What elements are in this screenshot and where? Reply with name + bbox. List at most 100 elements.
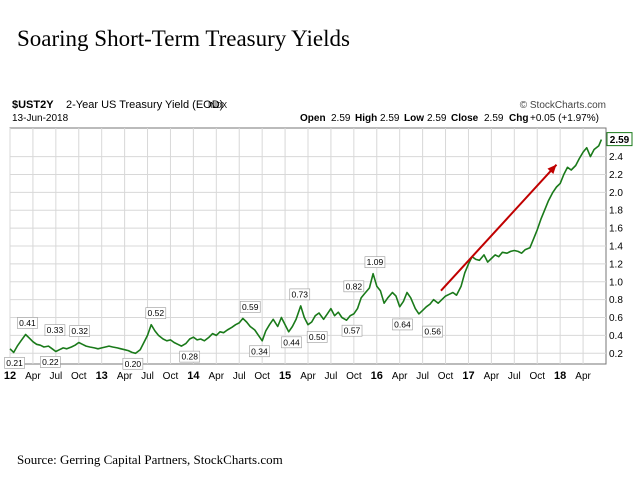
x-tick-label: Oct: [346, 371, 362, 382]
annotation-box: [44, 324, 66, 336]
trend-arrow: [440, 163, 558, 292]
ohlc-open-value: 2.59: [331, 113, 351, 124]
ohlc-readout: Open 2.59 High 2.59 Low 2.59 Close 2.59 …: [300, 113, 599, 124]
annotation-label: 0.50: [309, 332, 326, 342]
x-tick-label: 18: [554, 370, 566, 382]
y-tick-label: 0.8: [609, 295, 623, 306]
chart-symbol: $UST2Y: [12, 99, 54, 111]
annotation-label: 0.34: [251, 346, 268, 356]
x-tick-label: Apr: [25, 371, 41, 382]
chart-index-tag: INDX: [208, 101, 228, 110]
chart-date: 13-Jun-2018: [12, 113, 69, 124]
annotation-box: [40, 356, 61, 368]
y-tick-label: 1.6: [609, 224, 623, 235]
annotation-box: [422, 325, 444, 338]
ohlc-open-label: Open: [300, 113, 326, 124]
annotation-box: [306, 331, 328, 343]
annotation-label: 0.56: [424, 327, 441, 337]
x-tick-label: Jul: [233, 371, 246, 382]
annotation-box: [364, 256, 386, 269]
x-tick-label: Apr: [575, 371, 591, 382]
annotation-label: 0.32: [71, 326, 88, 336]
x-tick-label: Oct: [163, 371, 179, 382]
annotation-box: [343, 280, 365, 293]
y-tick-label: 2.4: [609, 152, 623, 163]
y-tick-label: 0.2: [609, 349, 623, 360]
last-value-tag: 2.59: [606, 132, 633, 147]
ohlc-close-value: 2.59: [484, 113, 504, 124]
annotation-label: 0.73: [291, 289, 308, 299]
x-tick-label: Apr: [117, 371, 133, 382]
x-axis: 12 Apr Jul Oct 13 Apr Jul Oct 14 Apr Jul Oct 15 Apr Ju…: [4, 370, 592, 382]
annotation-box: [179, 350, 201, 363]
trend-arrow-shaft: [440, 163, 558, 292]
x-tick-label: Apr: [300, 371, 316, 382]
annotation-label: 0.44: [283, 337, 300, 347]
annotation-box: [281, 336, 302, 349]
annotation-label: 0.41: [19, 318, 36, 328]
page-title: Soaring Short-Term Treasury Yields: [17, 26, 350, 51]
yield-series-line: [9, 139, 603, 355]
x-tick-label: Apr: [484, 371, 500, 382]
chart-subtitle: 2-Year US Treasury Yield (EOD): [66, 99, 223, 111]
y-tick-label: 1.8: [609, 206, 623, 217]
annotation-box: [17, 317, 38, 329]
y-tick-label: 2.2: [609, 170, 623, 181]
ohlc-high-label: High: [355, 113, 377, 124]
x-tick-label: 13: [96, 370, 108, 382]
x-tick-label: Jul: [325, 371, 338, 382]
annotation-box: [392, 318, 413, 331]
x-tick-label: Apr: [392, 371, 408, 382]
x-tick-label: 17: [462, 370, 474, 382]
y-tick-label: 1.4: [609, 242, 623, 253]
annotation-box: [69, 325, 90, 337]
y-tick-label: 1.0: [609, 277, 623, 288]
series-lines: [9, 139, 603, 355]
grid-lines: [9, 128, 606, 364]
x-tick-label: Oct: [438, 371, 454, 382]
trend-arrow-head: [547, 164, 557, 174]
annotation-box: [249, 345, 270, 358]
x-tick-label: Apr: [209, 371, 225, 382]
x-tick-label: Oct: [529, 371, 545, 382]
annotation-label: 0.20: [125, 359, 142, 369]
stockcharts-watermark: © StockCharts.com: [520, 100, 606, 111]
ohlc-chg-value: +0.05 (+1.97%): [530, 113, 599, 124]
ohlc-low-value: 2.59: [427, 113, 447, 124]
annotation-box: [4, 357, 25, 369]
annotation-label: 0.21: [6, 358, 23, 368]
last-value-label: 2.59: [610, 135, 630, 146]
annotation-box: [341, 324, 363, 337]
annotation-label: 0.64: [394, 319, 411, 329]
annotation-label: 0.28: [181, 352, 198, 362]
x-tick-label: Jul: [141, 371, 154, 382]
y-tick-label: 0.6: [609, 313, 623, 324]
ohlc-high-value: 2.59: [380, 113, 400, 124]
ohlc-low-label: Low: [404, 113, 424, 124]
y-tick-label: 1.2: [609, 259, 623, 270]
x-tick-label: 15: [279, 370, 291, 382]
annotation-label: 0.59: [242, 302, 259, 312]
y-axis: 0.2 0.4 0.6 0.8 1.0 1.2 1.4 1.6 1.8 2.0 2.2 2.4: [609, 152, 623, 360]
x-tick-label: 16: [371, 370, 383, 382]
annotation-box: [239, 301, 261, 313]
x-tick-label: 12: [4, 370, 16, 382]
annotation-label: 0.33: [47, 325, 64, 335]
last-value-box: [606, 132, 633, 147]
annotation-label: 1.09: [367, 257, 384, 267]
annotation-box: [145, 307, 167, 319]
x-tick-label: Oct: [71, 371, 87, 382]
ohlc-close-label: Close: [451, 113, 479, 124]
annotation-box: [122, 357, 144, 370]
peak-annotations: 0.21 0.41 0.22 0.33 0.32 0.20 0.52 0.28 0.59 0.34…: [4, 256, 444, 370]
annotation-label: 0.22: [42, 357, 59, 367]
annotation-label: 0.82: [346, 281, 363, 291]
annotation-label: 0.52: [148, 308, 165, 318]
x-tick-label: Oct: [254, 371, 270, 382]
annotation-box: [289, 288, 311, 301]
y-tick-label: 2.0: [609, 188, 623, 199]
y-tick-label: 0.4: [609, 331, 623, 342]
x-tick-label: 14: [187, 370, 200, 382]
x-tick-label: Jul: [508, 371, 521, 382]
